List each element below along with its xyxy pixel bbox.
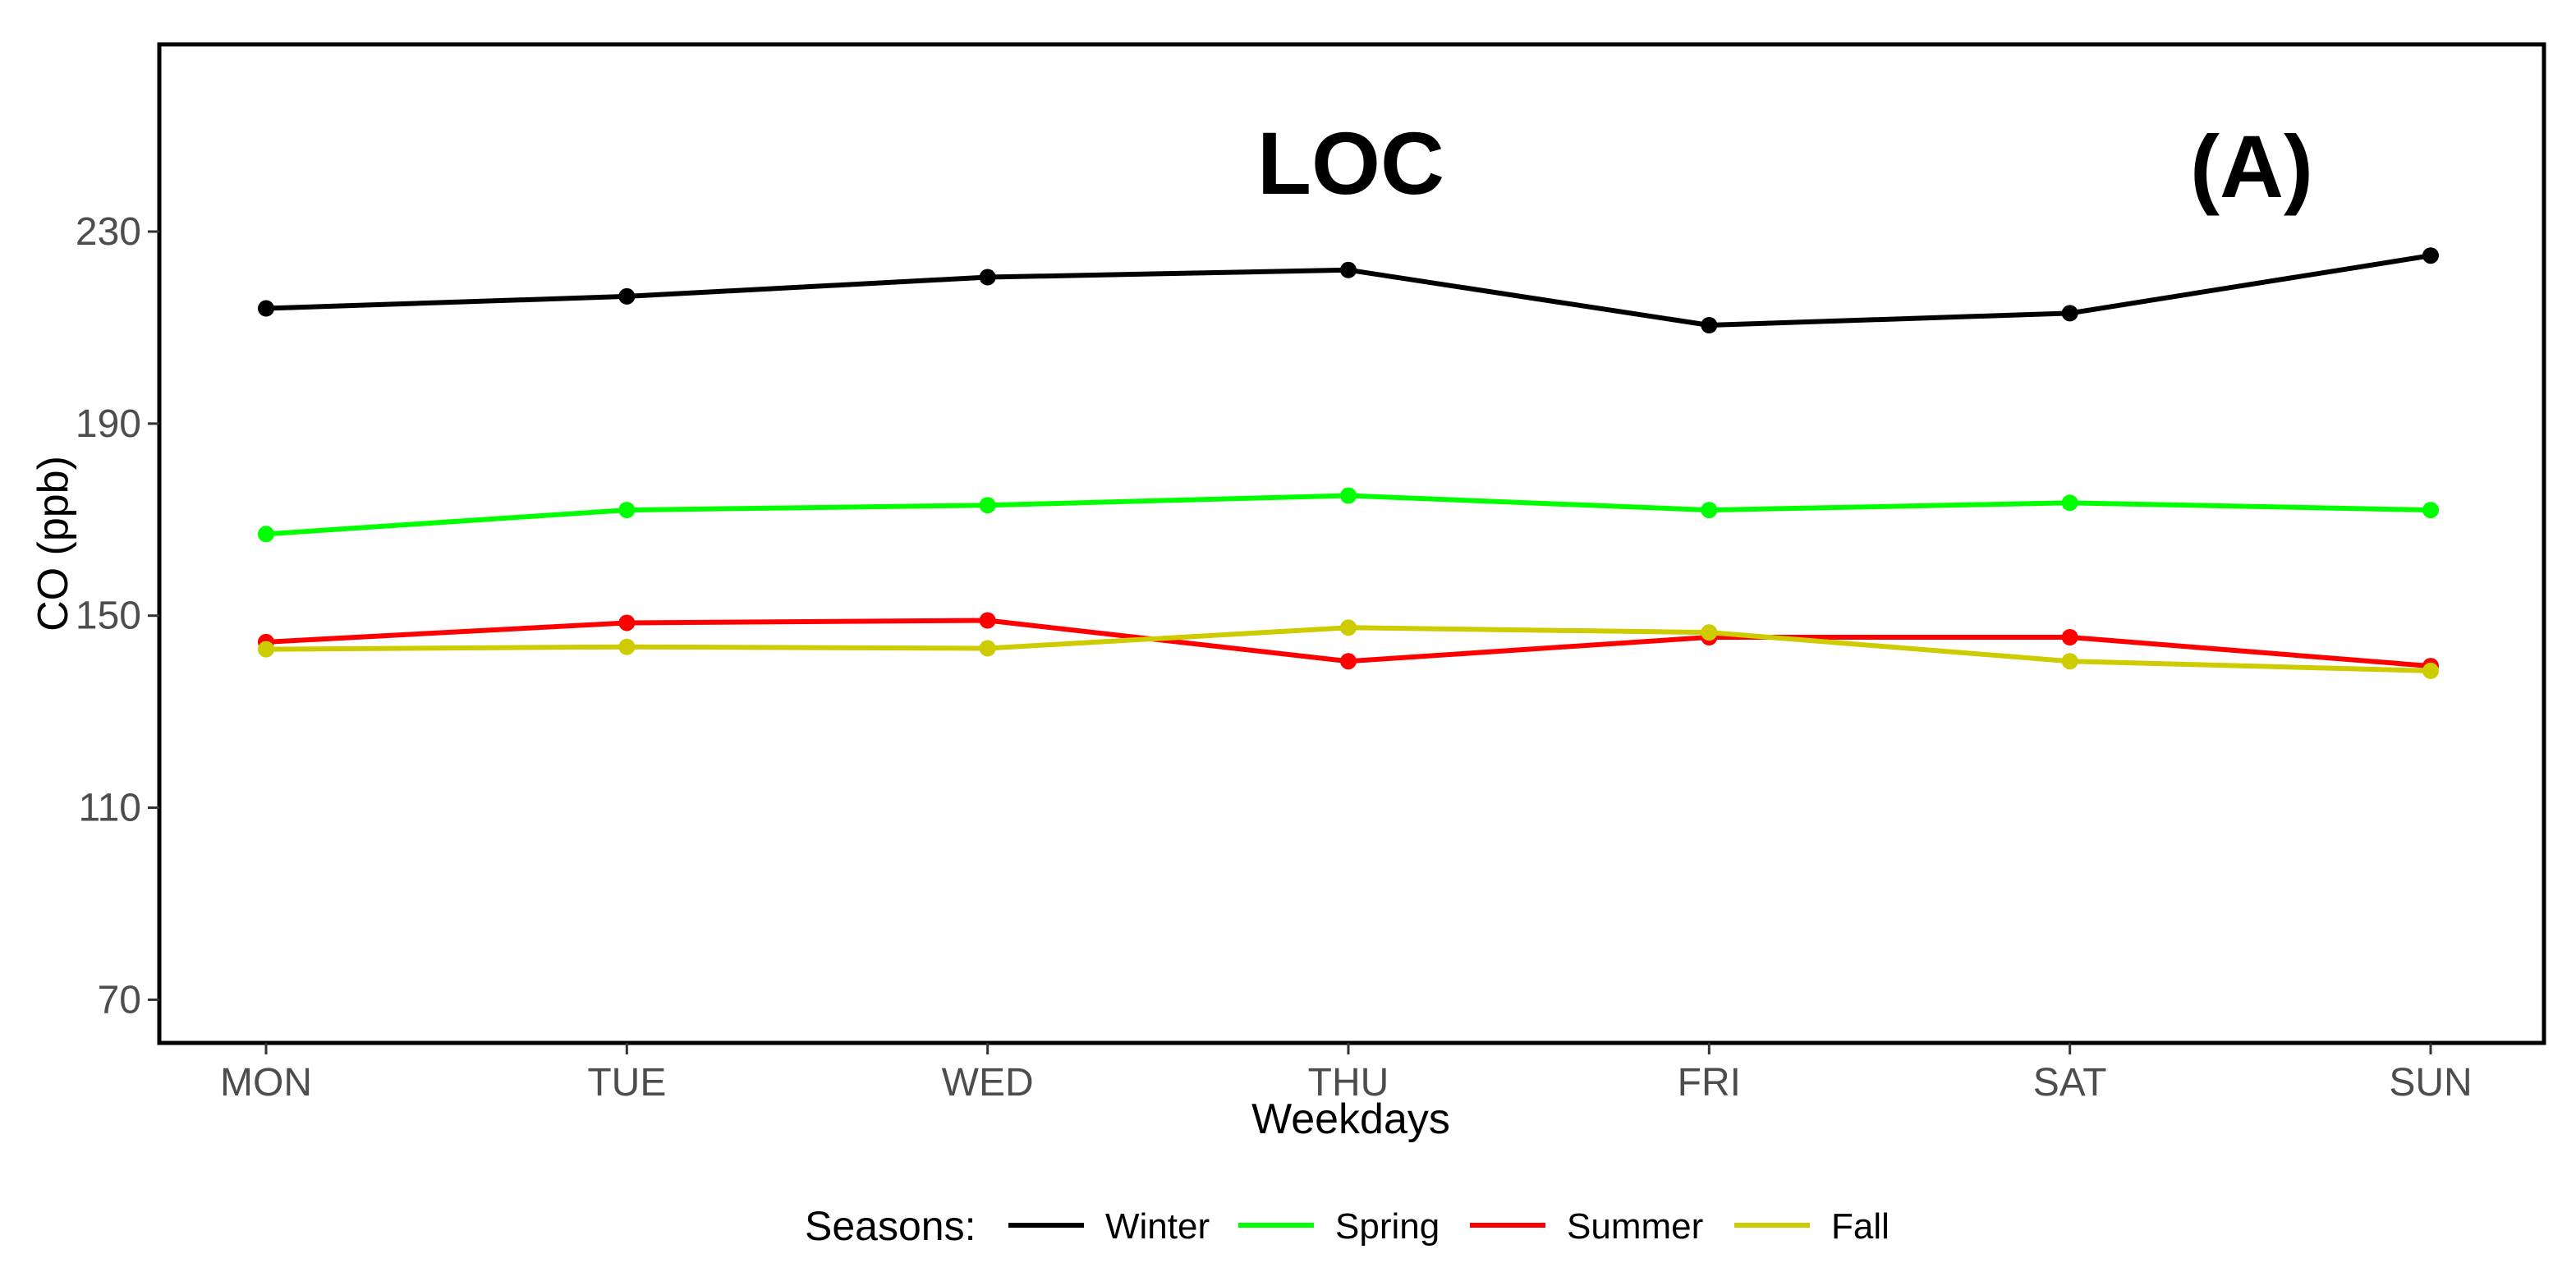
chart-annotation-title: LOC xyxy=(1257,113,1444,213)
data-point-fall xyxy=(2422,662,2439,679)
x-tick-label: TUE xyxy=(587,1061,666,1105)
data-point-winter xyxy=(979,269,996,286)
series-winter xyxy=(258,247,2439,333)
legend: Seasons: Winter Spring Summer Fall xyxy=(805,1203,1890,1249)
plot-panel xyxy=(157,42,2546,1045)
y-axis: 70 110 150 190 230 xyxy=(76,210,159,1022)
data-point-summer xyxy=(618,614,636,632)
data-point-spring xyxy=(2061,494,2078,512)
data-point-spring xyxy=(258,526,274,543)
data-point-fall xyxy=(2061,653,2078,670)
y-tick-label: 70 xyxy=(98,978,141,1022)
data-point-winter xyxy=(258,300,274,317)
y-tick-label: 190 xyxy=(76,402,141,446)
x-axis-title: Weekdays xyxy=(1251,1095,1450,1143)
legend-item-summer: Summer xyxy=(1470,1206,1703,1247)
legend-label-winter: Winter xyxy=(1105,1206,1210,1247)
data-point-winter xyxy=(2061,305,2078,322)
data-point-fall xyxy=(258,641,274,658)
data-point-winter xyxy=(618,287,636,305)
y-tick-label: 150 xyxy=(76,595,141,638)
legend-item-fall: Fall xyxy=(1734,1206,1890,1247)
legend-label-spring: Spring xyxy=(1335,1206,1440,1247)
data-point-spring xyxy=(618,502,636,519)
x-tick-label: SUN xyxy=(2389,1061,2472,1105)
x-tick-label: WED xyxy=(942,1061,1034,1105)
series-fall xyxy=(258,619,2439,679)
legend-items: Winter Spring Summer Fall xyxy=(1008,1206,1890,1247)
x-axis: MON TUE WED THU FRI SAT SUN xyxy=(220,1043,2473,1105)
x-tick-label: MON xyxy=(220,1061,312,1105)
x-tick-label: FRI xyxy=(1678,1061,1741,1105)
data-point-fall xyxy=(1340,619,1357,636)
data-point-fall xyxy=(1701,624,1718,641)
x-tick-label: THU xyxy=(1308,1061,1389,1105)
legend-item-spring: Spring xyxy=(1238,1206,1440,1247)
y-axis-title: CO (ppb) xyxy=(30,456,77,632)
data-point-spring xyxy=(2422,502,2439,519)
legend-label-summer: Summer xyxy=(1567,1206,1703,1247)
data-point-fall xyxy=(979,640,996,657)
data-point-spring xyxy=(1701,502,1718,519)
y-tick-label: 110 xyxy=(78,787,141,830)
series-spring xyxy=(258,487,2439,543)
series-layer xyxy=(258,247,2439,679)
legend-item-winter: Winter xyxy=(1008,1206,1210,1247)
data-point-spring xyxy=(979,497,996,514)
data-point-winter xyxy=(1701,317,1718,333)
legend-title: Seasons: xyxy=(805,1203,976,1249)
x-tick-label: SAT xyxy=(2033,1061,2107,1105)
chart-annotation-panel: (A) xyxy=(2190,117,2313,216)
data-point-fall xyxy=(618,638,636,655)
data-point-winter xyxy=(1340,261,1357,278)
y-tick-label: 230 xyxy=(76,210,141,254)
data-point-spring xyxy=(1340,487,1357,504)
data-point-summer xyxy=(979,612,996,629)
data-point-summer xyxy=(2061,629,2078,645)
legend-label-fall: Fall xyxy=(1831,1206,1890,1247)
data-point-summer xyxy=(1340,653,1357,670)
data-point-winter xyxy=(2422,247,2439,264)
